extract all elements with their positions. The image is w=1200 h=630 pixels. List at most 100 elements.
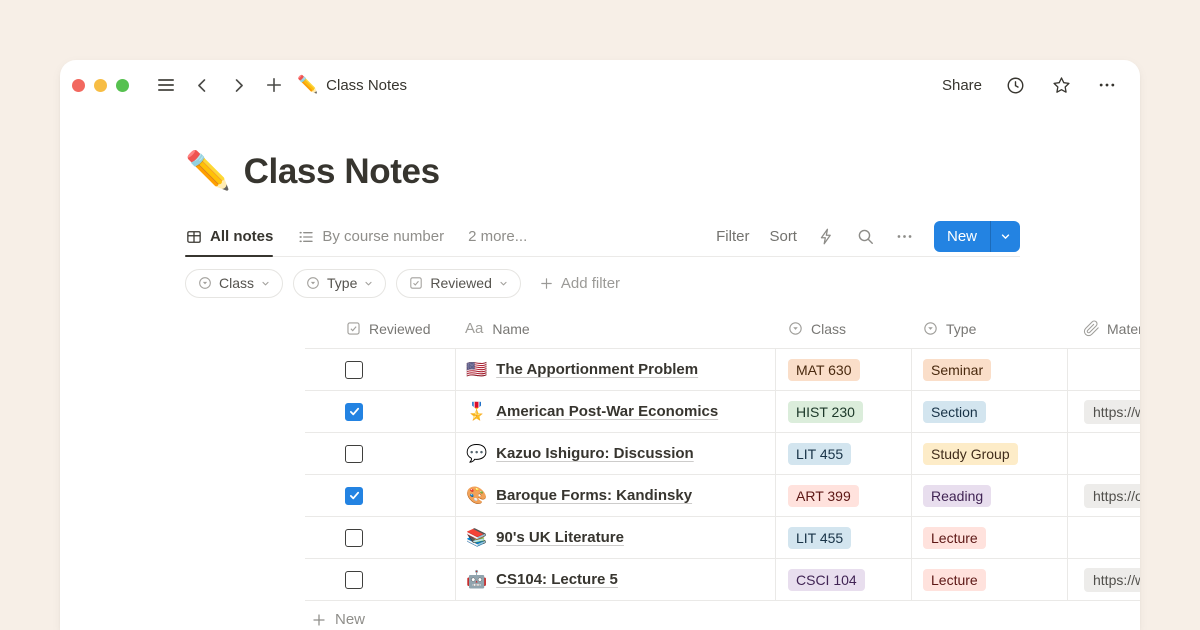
- materials-chip[interactable]: https://www.th...: [1084, 399, 1140, 424]
- type-tag: Study Group: [923, 442, 1018, 465]
- pencil-emoji-icon: ✏️: [185, 150, 231, 191]
- nav-forward-button[interactable]: [225, 72, 251, 98]
- materials-chip[interactable]: https://www.ge...: [1084, 567, 1140, 592]
- favorite-button[interactable]: [1048, 72, 1074, 98]
- page-emoji: 🤖: [466, 569, 488, 589]
- class-tag: CSCI 104: [788, 568, 865, 591]
- zoom-window-button[interactable]: [116, 78, 129, 92]
- materials-chip[interactable]: https://open.s...: [1084, 483, 1140, 508]
- text-icon: Aa: [465, 320, 484, 337]
- reviewed-checkbox[interactable]: [345, 444, 363, 463]
- table-body: 🇺🇸 The Apportionment Problem MAT 630 Sem…: [305, 349, 1140, 601]
- table-row: 📚 90's UK Literature LIT 455 Lecture A: [305, 517, 1140, 559]
- add-filter-label: Add filter: [560, 274, 621, 292]
- reviewed-checkbox[interactable]: [345, 402, 363, 421]
- column-header-type[interactable]: Type: [911, 309, 1067, 348]
- reviewed-cell: [305, 475, 455, 516]
- reviewed-cell: [305, 433, 455, 474]
- materials-cell[interactable]: [1067, 433, 1140, 474]
- class-cell[interactable]: LIT 455: [775, 433, 911, 474]
- column-header-name[interactable]: Aa Name: [455, 309, 775, 348]
- sidebar-toggle-button[interactable]: [153, 72, 179, 98]
- automations-button[interactable]: [817, 227, 836, 246]
- filter-chip-class[interactable]: Class: [185, 268, 284, 298]
- class-cell[interactable]: LIT 455: [775, 517, 911, 558]
- new-button[interactable]: New: [934, 221, 990, 252]
- page-title[interactable]: ✏️ Class Notes: [185, 150, 1140, 193]
- table-row: 🎖️ American Post-War Economics HIST 230 …: [305, 391, 1140, 433]
- filter-chip-label: Reviewed: [430, 275, 492, 291]
- type-cell[interactable]: Seminar: [911, 349, 1067, 390]
- type-cell[interactable]: Section: [911, 391, 1067, 432]
- filter-bar: Class Type Reviewed: [185, 257, 1020, 309]
- type-tag: Section: [923, 400, 986, 423]
- materials-cell[interactable]: [1067, 349, 1140, 390]
- materials-cell[interactable]: https://open.s...: [1067, 475, 1140, 516]
- column-header-reviewed[interactable]: Reviewed: [305, 309, 455, 348]
- close-window-button[interactable]: [72, 78, 85, 92]
- filter-chip-reviewed[interactable]: Reviewed: [396, 268, 521, 298]
- tab-label: All notes: [210, 228, 274, 245]
- tab-by-course-number[interactable]: By course number: [297, 217, 444, 256]
- materials-cell[interactable]: https://www.ge...: [1067, 559, 1140, 600]
- materials-cell[interactable]: https://www.th...: [1067, 391, 1140, 432]
- reviewed-cell: [305, 517, 455, 558]
- sort-button[interactable]: Sort: [769, 228, 797, 245]
- reviewed-cell: [305, 559, 455, 600]
- page-emoji: 💬: [466, 443, 488, 463]
- view-options-button[interactable]: [895, 227, 914, 246]
- type-cell[interactable]: Study Group: [911, 433, 1067, 474]
- new-row-button[interactable]: New: [305, 601, 365, 628]
- checkbox-icon: [345, 320, 362, 337]
- plus-icon: [264, 75, 284, 95]
- updates-button[interactable]: [1002, 72, 1028, 98]
- column-header-class[interactable]: Class: [775, 309, 911, 348]
- more-options-button[interactable]: [1094, 72, 1120, 98]
- minimize-window-button[interactable]: [94, 78, 107, 92]
- column-label: Reviewed: [369, 320, 431, 337]
- filter-chip-label: Class: [219, 275, 255, 291]
- page-link[interactable]: The Apportionment Problem: [496, 361, 699, 378]
- page-link[interactable]: Kazuo Ishiguro: Discussion: [496, 445, 694, 462]
- name-cell: 🇺🇸 The Apportionment Problem: [455, 349, 775, 390]
- plus-icon: [539, 276, 554, 291]
- breadcrumb: ✏️ Class Notes: [297, 75, 407, 95]
- select-icon: [305, 275, 321, 291]
- add-filter-button[interactable]: Add filter: [539, 275, 620, 292]
- table-row: 🤖 CS104: Lecture 5 CSCI 104 Lecture http…: [305, 559, 1140, 601]
- new-dropdown-button[interactable]: [991, 221, 1020, 252]
- page-link[interactable]: American Post-War Economics: [496, 403, 719, 420]
- filter-button[interactable]: Filter: [716, 228, 750, 245]
- page-emoji: 🎖️: [466, 401, 488, 421]
- tab-all-notes[interactable]: All notes: [185, 217, 274, 257]
- materials-cell[interactable]: [1067, 517, 1140, 558]
- share-button[interactable]: Share: [941, 76, 982, 94]
- reviewed-checkbox[interactable]: [345, 570, 363, 589]
- class-cell[interactable]: MAT 630: [775, 349, 911, 390]
- window-titlebar: ✏️ Class Notes Share: [60, 60, 1140, 110]
- column-label: Type: [946, 320, 977, 337]
- page-link[interactable]: 90's UK Literature: [496, 529, 624, 546]
- page-emoji: 📚: [466, 527, 488, 547]
- search-button[interactable]: [856, 227, 875, 246]
- tab-more-views[interactable]: 2 more...: [468, 217, 527, 256]
- name-cell: 🤖 CS104: Lecture 5: [455, 559, 775, 600]
- type-cell[interactable]: Lecture: [911, 517, 1067, 558]
- reviewed-checkbox[interactable]: [345, 360, 363, 379]
- class-cell[interactable]: HIST 230: [775, 391, 911, 432]
- page-link[interactable]: CS104: Lecture 5: [496, 571, 618, 588]
- table-view-icon: [185, 228, 203, 246]
- page-emoji: 🇺🇸: [466, 359, 488, 379]
- new-page-button[interactable]: [261, 72, 287, 98]
- filter-chip-type[interactable]: Type: [293, 268, 387, 298]
- type-cell[interactable]: Lecture: [911, 559, 1067, 600]
- reviewed-checkbox[interactable]: [345, 528, 363, 547]
- plus-icon: [311, 612, 327, 628]
- type-cell[interactable]: Reading: [911, 475, 1067, 516]
- reviewed-checkbox[interactable]: [345, 486, 363, 505]
- column-header-materials[interactable]: Materials: [1067, 309, 1140, 348]
- page-link[interactable]: Baroque Forms: Kandinsky: [496, 487, 693, 504]
- class-cell[interactable]: CSCI 104: [775, 559, 911, 600]
- nav-back-button[interactable]: [189, 72, 215, 98]
- class-cell[interactable]: ART 399: [775, 475, 911, 516]
